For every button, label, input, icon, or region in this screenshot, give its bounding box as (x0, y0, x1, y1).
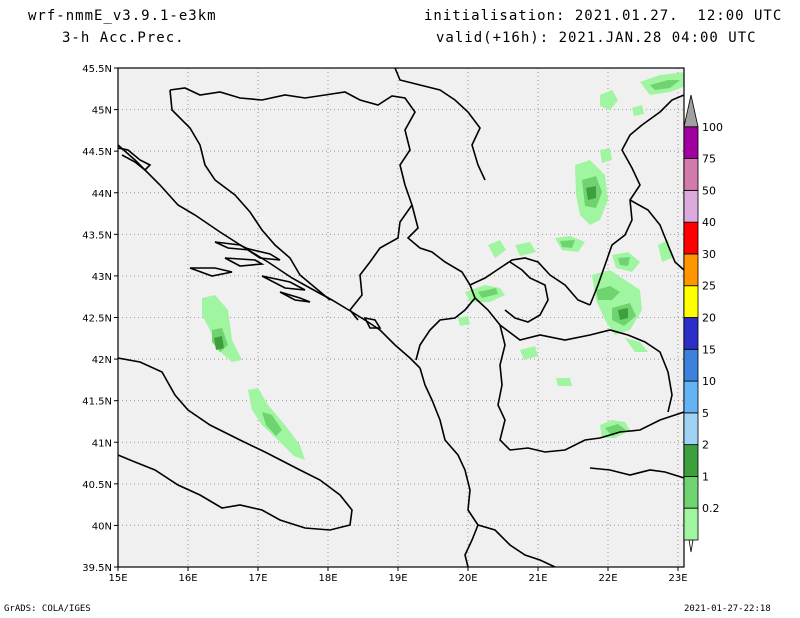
colorbar-swatch (683, 380, 699, 414)
colorbar-label: 50 (702, 184, 716, 197)
valid-time: valid(+16h): 2021.JAN.28 04:00 UTC (436, 30, 757, 46)
lat-tick-label: 45.5N (82, 64, 112, 75)
precip-area (650, 80, 680, 90)
precip-area (458, 316, 470, 326)
lon-tick-label: 16E (178, 573, 197, 584)
precip-area (262, 412, 282, 436)
precip-areas (202, 72, 684, 460)
field-title: 3-h Acc.Prec. (62, 30, 185, 46)
lat-tick-label: 44N (92, 189, 112, 200)
colorbar-swatch (683, 476, 699, 509)
precip-area (605, 424, 626, 436)
colorbar-swatch (683, 253, 699, 287)
colorbar-label: 100 (702, 121, 723, 134)
precip-area (596, 286, 620, 300)
precip-area (586, 186, 596, 200)
colorbar-swatch (683, 348, 699, 382)
lat-tick-label: 40.5N (82, 480, 112, 491)
model-title: wrf-nmmE_v3.9.1-e3km (28, 8, 217, 24)
precip-area (560, 240, 575, 248)
lat-tick-label: 39.5N (82, 563, 112, 574)
precip-area (625, 338, 648, 352)
precip-area (632, 105, 644, 116)
precip-area (214, 336, 224, 350)
colorbar-label: 30 (702, 248, 716, 261)
colorbar-swatch (683, 189, 699, 223)
footer-timestamp: 2021-01-27-22:18 (684, 604, 771, 614)
colorbar-swatch (683, 317, 699, 350)
colorbar-label: 10 (702, 375, 716, 388)
colorbar-cap (683, 94, 699, 128)
colorbar-label: 1 (702, 470, 709, 483)
footer-credit: GrADS: COLA/IGES (4, 604, 91, 614)
lon-tick-label: 22E (598, 573, 617, 584)
lon-tick-label: 20E (458, 573, 477, 584)
precip-area (600, 148, 612, 163)
colorbar-swatch (683, 158, 699, 191)
lat-tick-label: 45N (92, 106, 112, 117)
precip-area (478, 288, 498, 298)
colorbar-label: 40 (702, 216, 716, 229)
lon-tick-label: 19E (388, 573, 407, 584)
lat-tick-label: 43.5N (82, 230, 112, 241)
precip-area (600, 90, 618, 110)
lon-tick-label: 21E (528, 573, 547, 584)
lat-tick-label: 44.5N (82, 147, 112, 158)
colorbar-swatch (683, 444, 699, 477)
lon-tick-label: 18E (318, 573, 337, 584)
precip-area (520, 346, 538, 360)
precip-area (618, 308, 628, 320)
lat-tick-label: 41.5N (82, 397, 112, 408)
borders-and-coastlines (118, 68, 684, 567)
precip-area (488, 240, 506, 258)
lon-tick-label: 15E (108, 573, 127, 584)
colorbar-label: 15 (702, 343, 716, 356)
lon-tick-label: 23E (668, 573, 687, 584)
precip-area (618, 257, 630, 266)
colorbar-swatch (683, 221, 699, 255)
colorbar-label: 75 (702, 153, 716, 166)
colorbar-swatch (683, 126, 699, 159)
colorbar-label: 20 (702, 312, 716, 325)
lon-tick-label: 17E (248, 573, 267, 584)
colorbar-label: 25 (702, 280, 716, 293)
axis-tick-labels: 15E 16E 17E 18E 19E 20E 21E 22E 23E 39.5N 40N 40.5N… (82, 64, 687, 584)
init-time: initialisation: 2021.01.27. 12:00 UTC (424, 8, 783, 24)
precip-area (515, 242, 536, 256)
colorbar-label: 0.2 (702, 502, 720, 515)
colorbar-swatch (683, 507, 699, 541)
lat-tick-label: 42N (92, 355, 112, 366)
colorbar-swatch (683, 285, 699, 318)
lat-tick-label: 40N (92, 521, 112, 532)
lat-tick-label: 41N (92, 438, 112, 449)
lat-tick-label: 43N (92, 272, 112, 283)
colorbar-label: 2 (702, 439, 709, 452)
colorbar-label: 5 (702, 407, 709, 420)
precip-area (556, 378, 572, 386)
lat-tick-label: 42.5N (82, 314, 112, 325)
colorbar-swatch (683, 412, 699, 446)
